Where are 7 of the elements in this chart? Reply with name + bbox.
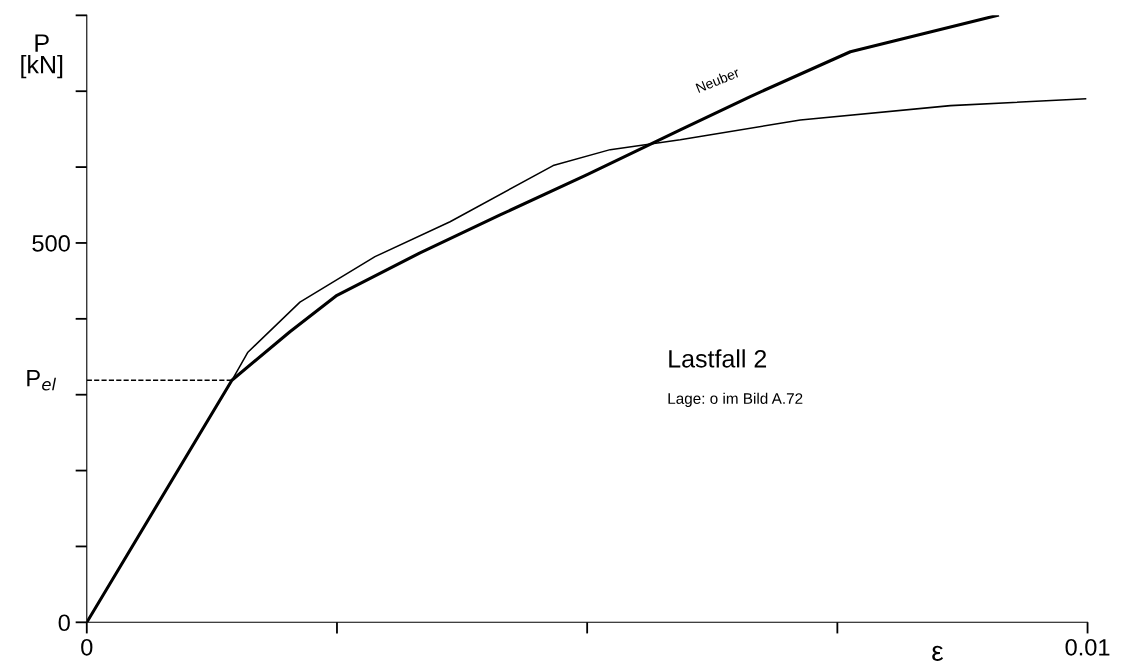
y-tick-label: 500 <box>32 235 70 252</box>
ref-line-label: P$_{el}$ <box>27 370 57 391</box>
annotation: Lastfall 2 <box>669 349 767 368</box>
y-axis-title: P [kN] <box>21 34 63 79</box>
x-tick-label: 0.01 <box>1065 638 1110 656</box>
x-axis-title: ε <box>932 645 944 661</box>
annotation: Lage: o im Bild A.72 <box>668 392 803 407</box>
